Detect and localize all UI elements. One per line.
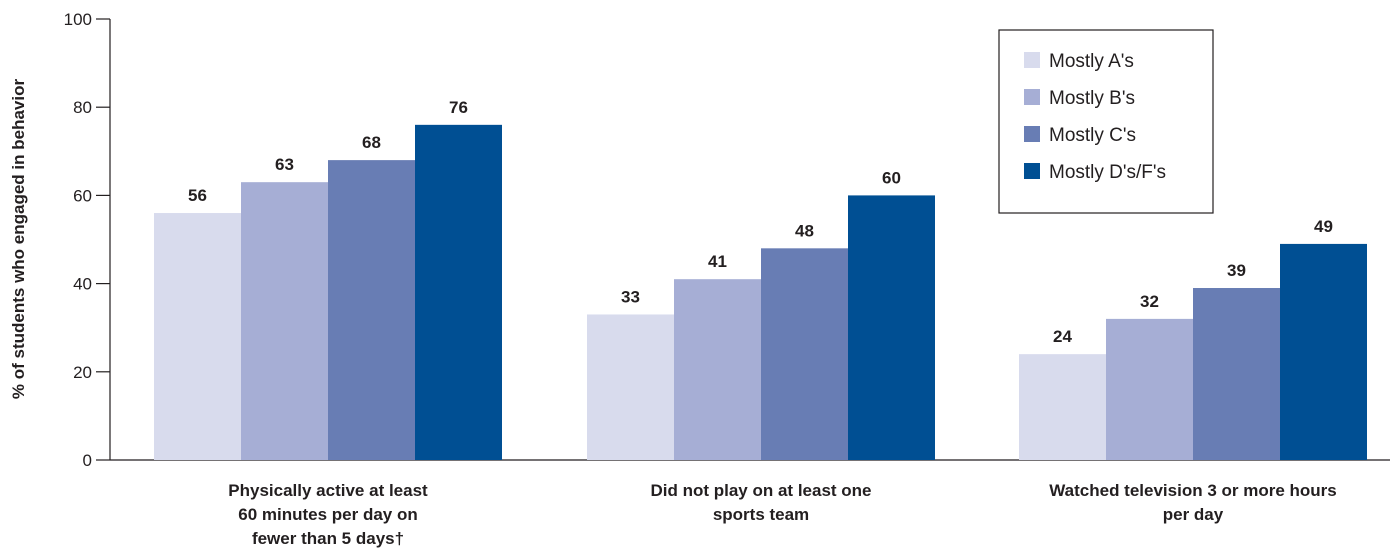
- data-label: 76: [449, 98, 468, 117]
- category-label: per day: [1163, 505, 1224, 524]
- data-label: 56: [188, 186, 207, 205]
- y-tick-label: 100: [64, 10, 92, 29]
- y-tick-label: 0: [83, 451, 92, 470]
- category-label: fewer than 5 days†: [252, 529, 404, 548]
- category-label: sports team: [713, 505, 809, 524]
- y-tick-label: 40: [73, 275, 92, 294]
- bar: [154, 213, 241, 460]
- bar: [241, 182, 328, 461]
- data-label: 24: [1053, 327, 1072, 346]
- y-tick-label: 80: [73, 98, 92, 117]
- legend-swatch: [1024, 163, 1040, 179]
- legend-label: Mostly C's: [1049, 125, 1136, 146]
- category-label: Did not play on at least one: [650, 481, 871, 500]
- legend-label: Mostly B's: [1049, 88, 1135, 109]
- bar: [848, 195, 935, 460]
- y-tick-label: 20: [73, 363, 92, 382]
- bar: [1106, 318, 1193, 460]
- category-label: Watched television 3 or more hours: [1049, 481, 1337, 500]
- legend-swatch: [1024, 89, 1040, 105]
- category-label: Physically active at least: [228, 481, 428, 500]
- bar: [415, 124, 502, 460]
- data-label: 49: [1314, 217, 1333, 236]
- bar: [674, 279, 761, 460]
- legend-swatch: [1024, 126, 1040, 142]
- legend-label: Mostly D's/F's: [1049, 162, 1166, 183]
- bar: [1019, 354, 1106, 460]
- data-label: 63: [275, 155, 294, 174]
- y-axis-title: % of students who engaged in behavior: [9, 79, 28, 400]
- data-label: 32: [1140, 292, 1159, 311]
- data-label: 39: [1227, 261, 1246, 280]
- bar: [1193, 288, 1280, 460]
- bars: 56 33 24 63 41 32 68 48 39 76 60 49: [154, 98, 1367, 461]
- y-tick-label: 60: [73, 186, 92, 205]
- data-label: 33: [621, 287, 640, 306]
- data-label: 60: [882, 168, 901, 187]
- legend-label: Mostly A's: [1049, 51, 1134, 72]
- bar: [328, 160, 415, 460]
- legend: Mostly A's Mostly B's Mostly C's Mostly D's…: [998, 29, 1214, 214]
- data-label: 48: [795, 221, 814, 240]
- data-label: 41: [708, 252, 727, 271]
- bar: [761, 248, 848, 460]
- data-label: 68: [362, 133, 381, 152]
- legend-swatch: [1024, 52, 1040, 68]
- category-labels: Physically active at least 60 minutes per…: [228, 481, 1336, 548]
- bar: [1280, 243, 1367, 460]
- bar: [587, 314, 674, 460]
- category-label: 60 minutes per day on: [238, 505, 418, 524]
